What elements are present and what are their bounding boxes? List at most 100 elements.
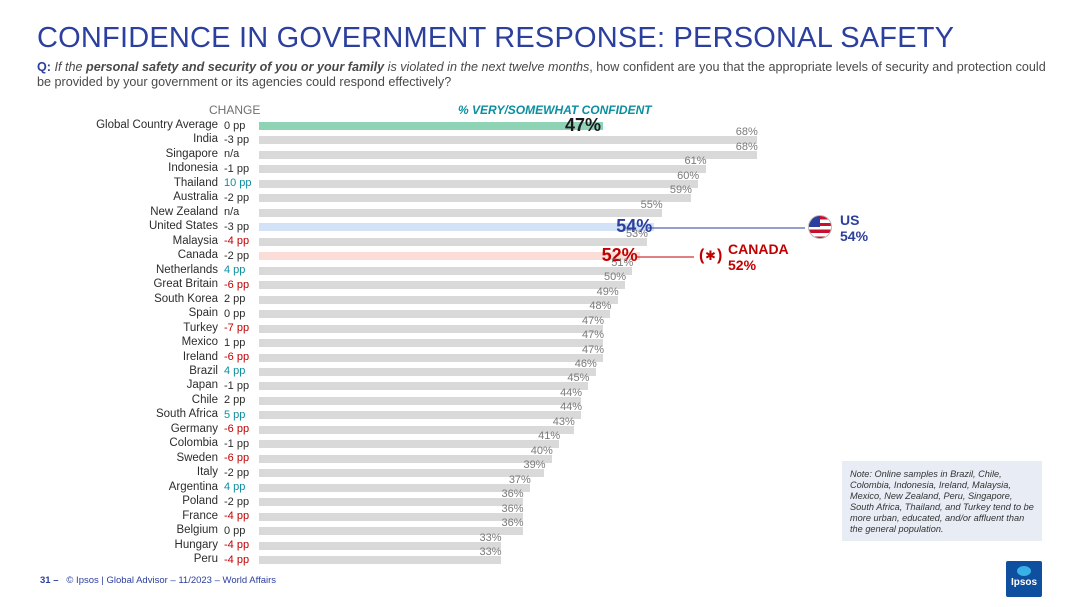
question-bold: personal safety and security of you or y…	[86, 60, 385, 74]
question-part2: is violated in the next twelve months	[387, 60, 590, 74]
change-value: n/a	[224, 206, 240, 219]
change-value: -2 pp	[224, 191, 250, 204]
bar	[259, 425, 574, 434]
country-label: Peru	[193, 553, 218, 566]
sample-note: Note: Online samples in Brazil, Chile, C…	[842, 461, 1042, 541]
country-label: New Zealand	[150, 205, 218, 218]
bar	[259, 483, 530, 492]
page-title: CONFIDENCE IN GOVERNMENT RESPONSE: PERSO…	[37, 22, 955, 54]
bar	[259, 512, 523, 521]
bar	[259, 179, 699, 188]
bar	[259, 194, 691, 203]
country-label: Sweden	[176, 451, 218, 464]
canada-flag-icon: ( ✱ )	[699, 247, 723, 264]
change-value: -3 pp	[224, 220, 250, 233]
bar-value-label: 50%	[603, 271, 626, 284]
change-value: 5 pp	[224, 408, 246, 421]
change-value: 2 pp	[224, 394, 246, 407]
change-value: -7 pp	[224, 322, 250, 335]
change-value: -4 pp	[224, 510, 250, 523]
us-flag-icon	[808, 215, 832, 239]
us-callout-value: 54%	[840, 228, 869, 244]
bar	[259, 281, 625, 290]
bar-value-label: 33%	[479, 531, 502, 544]
bar-us	[259, 223, 655, 232]
country-label: Colombia	[169, 437, 218, 450]
change-value: 4 pp	[224, 481, 246, 494]
country-label: Japan	[186, 379, 218, 392]
bar-value-label: 47%	[582, 343, 605, 356]
bar-value-label: 36%	[501, 502, 524, 515]
bar-value-label: 55%	[640, 198, 663, 211]
page-number: 31 –	[40, 575, 59, 586]
bar-value-label: 47%	[582, 329, 605, 342]
bar-value-label: 44%	[560, 386, 583, 399]
change-value: 10 pp	[224, 177, 252, 190]
survey-question: Q: If the personal safety and security o…	[37, 60, 1047, 90]
change-value: -3 pp	[224, 133, 250, 146]
country-label: Germany	[170, 422, 218, 435]
change-value: 4 pp	[224, 365, 246, 378]
country-label: United States	[148, 220, 218, 233]
bar	[259, 527, 523, 536]
country-label: Ireland	[182, 350, 218, 363]
country-label: Hungary	[174, 538, 218, 551]
bar	[259, 295, 618, 304]
change-value: -1 pp	[224, 379, 250, 392]
footer: 31 – © Ipsos | Global Advisor – 11/2023 …	[40, 575, 276, 586]
percent-column-header: % VERY/SOMEWHAT CONFIDENT	[458, 103, 652, 117]
bar	[259, 556, 501, 565]
change-value: -2 pp	[224, 249, 250, 262]
change-value: -1 pp	[224, 437, 250, 450]
country-label: Singapore	[165, 147, 218, 160]
bar	[259, 541, 501, 550]
bar-value-label: 44%	[560, 401, 583, 414]
bar-value-label: 43%	[552, 415, 575, 428]
country-label: Global Country Average	[96, 119, 218, 131]
bar-value-label: 41%	[538, 430, 561, 443]
ipsos-logo: Ipsos	[1006, 561, 1042, 597]
bar-value-label: 47%	[582, 314, 605, 327]
country-label: India	[193, 133, 218, 146]
change-value: -4 pp	[224, 235, 250, 248]
change-value: 0 pp	[224, 307, 246, 320]
question-part3: , how confident are you that the appropr…	[37, 60, 1046, 89]
bar-value-label: 52%	[601, 245, 638, 266]
footer-text: © Ipsos | Global Advisor – 11/2023 – Wor…	[66, 575, 277, 586]
change-value: 2 pp	[224, 293, 246, 306]
canada-callout-value: 52%	[728, 257, 757, 273]
country-label: Italy	[196, 466, 218, 479]
change-column-header: CHANGE	[209, 103, 261, 117]
bar-value-label: 36%	[501, 517, 524, 530]
bar-value-label: 53%	[625, 227, 648, 240]
bar	[259, 353, 604, 362]
bar	[259, 136, 757, 145]
bar	[259, 454, 552, 463]
country-label: Argentina	[168, 480, 218, 493]
country-label: Indonesia	[168, 162, 218, 175]
change-value: 4 pp	[224, 264, 246, 277]
bar	[259, 266, 633, 275]
bar-value-label: 60%	[677, 169, 700, 182]
country-label: Brazil	[189, 364, 218, 377]
bar	[259, 382, 589, 391]
bar	[259, 396, 582, 405]
bar	[259, 310, 611, 319]
bar	[259, 469, 545, 478]
change-value: 1 pp	[224, 336, 246, 349]
question-prefix: Q:	[37, 60, 51, 74]
country-label: Mexico	[181, 336, 218, 349]
bar-value-label: 61%	[684, 155, 707, 168]
bar	[259, 150, 757, 159]
bar	[259, 324, 604, 333]
bar-value-label: 68%	[735, 126, 758, 139]
country-label: Turkey	[183, 321, 218, 334]
change-value: n/a	[224, 148, 240, 161]
bar-value-label: 46%	[574, 357, 597, 370]
change-value: -6 pp	[224, 278, 250, 291]
bar	[259, 498, 523, 507]
bar-value-label: 54%	[616, 216, 653, 237]
country-label: France	[182, 509, 218, 522]
country-label: Canada	[177, 249, 218, 262]
country-label: South Africa	[155, 408, 218, 421]
